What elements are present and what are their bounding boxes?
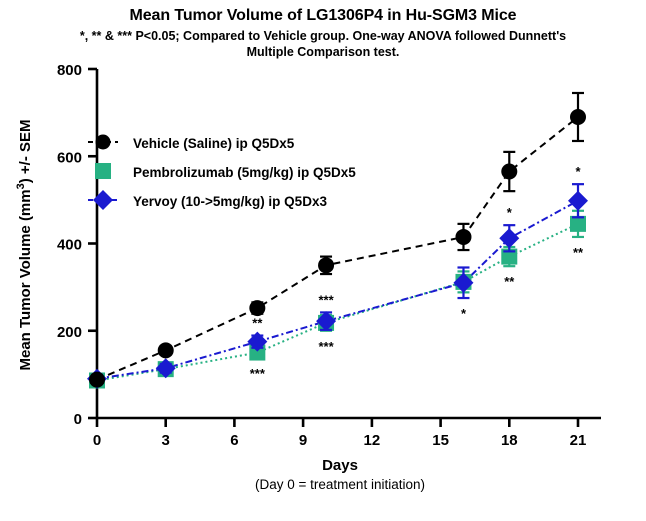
data-point-diamond xyxy=(247,331,268,352)
data-point-circle xyxy=(318,257,335,274)
significance-marker: ** xyxy=(504,274,515,289)
x-axis-ticks: 0 3 6 9 12 15 18 21 xyxy=(93,418,587,449)
y-axis-title-tail: ) +/- SEM xyxy=(17,119,34,183)
title-block: Mean Tumor Volume of LG1306P4 in Hu-SGM3… xyxy=(0,6,646,60)
series-points-vehicle xyxy=(89,91,586,388)
significance-marker: *** xyxy=(318,339,334,354)
legend-marker-diamond-icon xyxy=(93,190,113,210)
significance-annotations: ****************** xyxy=(250,164,584,381)
data-point-circle xyxy=(570,108,586,125)
legend-item-vehicle: Vehicle (Saline) ip Q5Dx5 xyxy=(88,134,295,151)
svg-text:Mean Tumor Volume (mm3) +/- SE: Mean Tumor Volume (mm3) +/- SEM xyxy=(15,119,34,370)
data-point-circle xyxy=(501,163,518,180)
data-point-square xyxy=(570,215,586,232)
data-point-diamond xyxy=(453,272,474,293)
x-tick-label-15: 15 xyxy=(432,432,449,449)
data-point-square xyxy=(501,248,518,265)
y-axis-title-superscript: 3 xyxy=(15,183,27,189)
data-point-diamond xyxy=(568,190,588,211)
y-tick-label-800: 800 xyxy=(57,62,82,79)
x-axis-note: (Day 0 = treatment initiation) xyxy=(255,477,425,492)
x-tick-label-18: 18 xyxy=(501,432,518,449)
x-tick-label-12: 12 xyxy=(364,432,381,449)
legend-label-pembrolizumab: Pembrolizumab (5mg/kg) ip Q5Dx5 xyxy=(133,165,356,180)
page-title: Mean Tumor Volume of LG1306P4 in Hu-SGM3… xyxy=(129,7,517,24)
legend-label-vehicle: Vehicle (Saline) ip Q5Dx5 xyxy=(133,136,295,151)
legend-item-yervoy: Yervoy (10->5mg/kg) ip Q5Dx3 xyxy=(88,190,327,210)
y-axis-title-main: Mean Tumor Volume (mm xyxy=(17,189,34,370)
significance-marker: * xyxy=(575,164,581,179)
data-point-diamond xyxy=(499,228,520,249)
chart-subtitle: *, ** & *** P<0.05; Compared to Vehicle … xyxy=(79,29,567,59)
data-point-diamond xyxy=(316,311,337,332)
data-point-circle xyxy=(249,300,266,317)
x-tick-label-21: 21 xyxy=(570,432,587,449)
x-tick-label-6: 6 xyxy=(230,432,238,449)
y-tick-label-0: 0 xyxy=(74,411,82,428)
data-point-circle xyxy=(455,228,472,245)
significance-marker: ** xyxy=(573,245,584,260)
series-line-vehicle xyxy=(96,116,579,381)
data-point-diamond xyxy=(155,358,176,379)
y-tick-label-400: 400 xyxy=(57,237,82,254)
y-tick-label-200: 200 xyxy=(57,324,82,341)
y-tick-label-600: 600 xyxy=(57,149,82,166)
significance-marker: *** xyxy=(250,366,266,381)
chart-legend: Vehicle (Saline) ip Q5Dx5 Pembrolizumab … xyxy=(88,134,356,210)
x-tick-label-3: 3 xyxy=(162,432,170,449)
legend-label-yervoy: Yervoy (10->5mg/kg) ip Q5Dx3 xyxy=(133,194,327,209)
legend-item-pembrolizumab: Pembrolizumab (5mg/kg) ip Q5Dx5 xyxy=(95,163,356,180)
significance-marker: * xyxy=(507,205,513,220)
x-tick-label-9: 9 xyxy=(299,432,307,449)
data-point-circle xyxy=(157,342,174,359)
legend-marker-circle-icon xyxy=(95,134,111,150)
significance-marker: * xyxy=(461,306,467,321)
data-point-circle xyxy=(89,371,105,388)
x-axis-title: Days xyxy=(322,457,358,474)
legend-marker-square-icon xyxy=(95,163,111,179)
y-axis-title: Mean Tumor Volume (mm3) +/- SEM xyxy=(15,119,34,370)
significance-marker: *** xyxy=(318,292,334,307)
x-tick-label-0: 0 xyxy=(93,432,101,449)
y-axis-ticks: 0 200 400 600 800 xyxy=(57,62,97,428)
significance-marker: ** xyxy=(252,316,263,331)
